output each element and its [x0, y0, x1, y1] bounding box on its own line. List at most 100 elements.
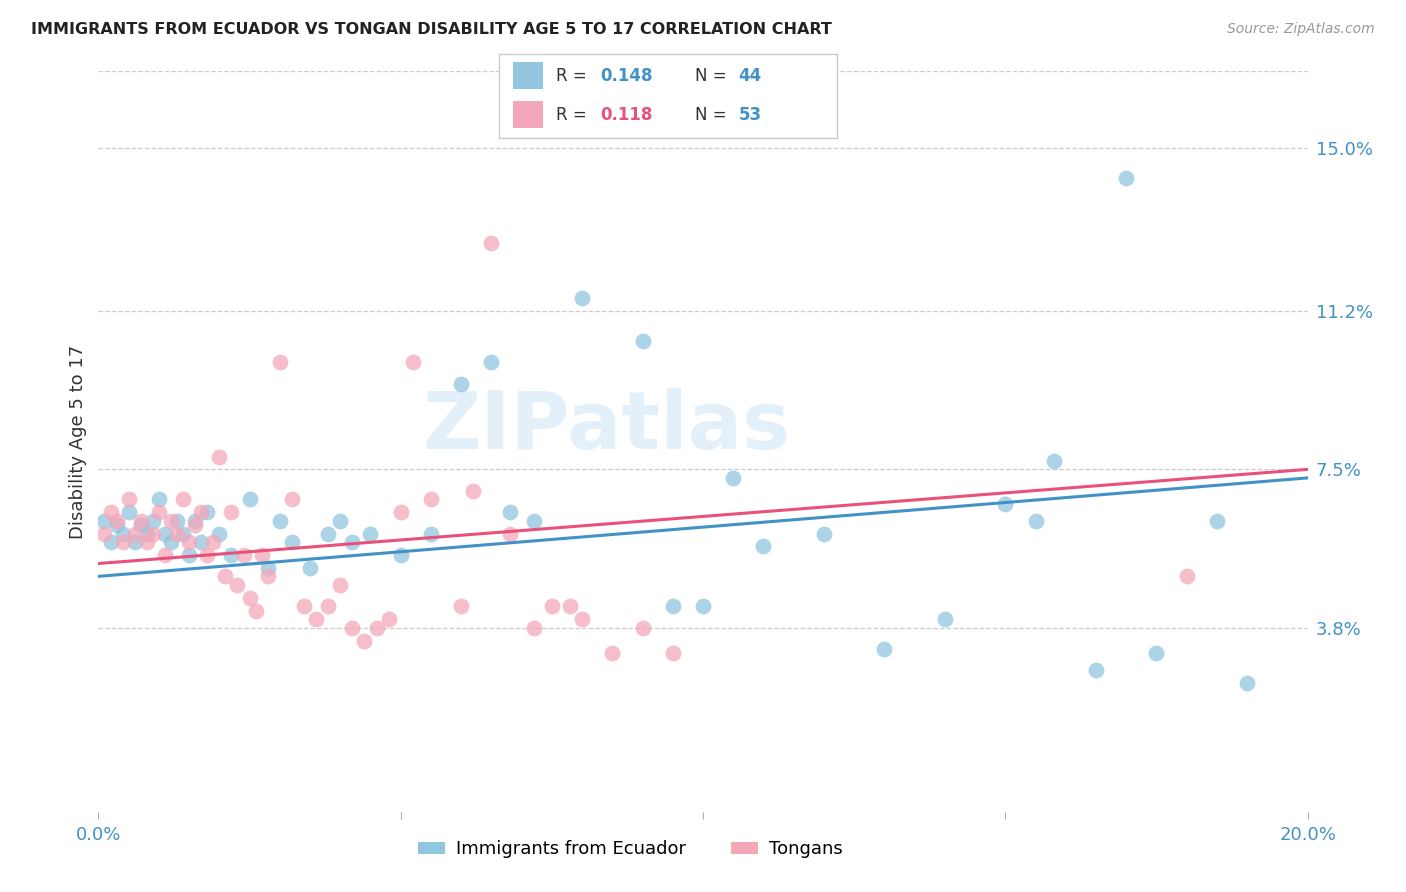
Point	[124, 535, 146, 549]
Point	[498, 505, 520, 519]
Point	[256, 569, 278, 583]
Point	[100, 505, 122, 519]
Point	[523, 621, 546, 635]
Point	[135, 526, 157, 541]
Point	[389, 505, 412, 519]
Point	[329, 578, 352, 592]
Point	[153, 526, 176, 541]
Point	[481, 235, 503, 250]
Text: R =: R =	[557, 67, 592, 85]
Y-axis label: Disability Age 5 to 17: Disability Age 5 to 17	[69, 344, 87, 539]
Point	[377, 612, 399, 626]
Point	[208, 526, 231, 541]
Point	[124, 526, 146, 541]
Point	[1024, 514, 1046, 528]
Point	[498, 526, 520, 541]
Point	[202, 535, 225, 549]
Text: N =: N =	[695, 67, 731, 85]
Point	[1206, 514, 1229, 528]
Point	[195, 548, 218, 562]
Point	[994, 497, 1017, 511]
Point	[179, 535, 201, 549]
Point	[221, 548, 243, 562]
Point	[142, 514, 165, 528]
Point	[723, 471, 745, 485]
Point	[256, 561, 278, 575]
Point	[661, 646, 683, 660]
Point	[166, 514, 188, 528]
Point	[934, 612, 956, 626]
Point	[329, 514, 352, 528]
Text: 0.148: 0.148	[600, 67, 652, 85]
Point	[118, 492, 141, 507]
Point	[232, 548, 254, 562]
Point	[342, 535, 364, 549]
Point	[402, 355, 425, 369]
Point	[305, 612, 328, 626]
Point	[166, 526, 188, 541]
Point	[226, 578, 249, 592]
Point	[105, 518, 128, 533]
Point	[299, 561, 322, 575]
Point	[93, 526, 115, 541]
Point	[135, 535, 157, 549]
Point	[1115, 171, 1137, 186]
Point	[450, 599, 472, 614]
Point	[100, 535, 122, 549]
Point	[602, 646, 624, 660]
Point	[184, 514, 207, 528]
Point	[463, 483, 485, 498]
Bar	[513, 62, 543, 89]
Point	[752, 540, 775, 554]
Point	[281, 492, 304, 507]
Point	[692, 599, 714, 614]
Text: Source: ZipAtlas.com: Source: ZipAtlas.com	[1227, 22, 1375, 37]
Point	[523, 514, 546, 528]
Point	[148, 492, 170, 507]
Point	[481, 355, 503, 369]
Point	[190, 535, 212, 549]
Point	[1042, 454, 1064, 468]
Point	[245, 604, 267, 618]
Point	[250, 548, 273, 562]
Point	[420, 526, 443, 541]
Point	[269, 355, 291, 369]
Point	[631, 621, 654, 635]
Text: 53: 53	[738, 105, 762, 123]
Point	[111, 535, 134, 549]
Point	[292, 599, 315, 614]
Point	[269, 514, 291, 528]
Point	[813, 526, 835, 541]
Point	[172, 492, 194, 507]
Text: N =: N =	[695, 105, 731, 123]
Point	[239, 492, 262, 507]
Point	[540, 599, 562, 614]
Point	[1175, 569, 1198, 583]
Point	[214, 569, 236, 583]
Point	[558, 599, 581, 614]
Point	[1236, 676, 1258, 690]
Text: ZIPatlas: ZIPatlas	[422, 388, 790, 466]
Point	[179, 548, 201, 562]
Point	[281, 535, 304, 549]
Point	[239, 591, 262, 605]
Point	[184, 518, 207, 533]
Point	[420, 492, 443, 507]
Point	[148, 505, 170, 519]
Point	[873, 642, 896, 657]
Point	[353, 633, 375, 648]
Point	[172, 526, 194, 541]
Point	[221, 505, 243, 519]
Point	[1144, 646, 1167, 660]
Point	[450, 376, 472, 391]
Point	[129, 518, 152, 533]
Point	[389, 548, 412, 562]
Point	[571, 291, 593, 305]
Point	[360, 526, 382, 541]
Point	[661, 599, 683, 614]
Point	[208, 450, 231, 464]
Point	[190, 505, 212, 519]
Point	[195, 505, 218, 519]
Point	[160, 535, 183, 549]
Point	[142, 526, 165, 541]
